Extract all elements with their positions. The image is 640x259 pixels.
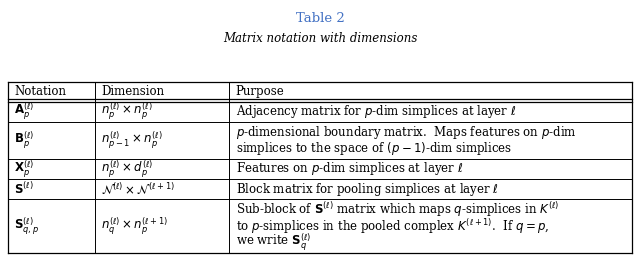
Text: Sub-block of $\mathbf{S}^{(\ell)}$ matrix which maps $q$-simplices in $K^{(\ell): Sub-block of $\mathbf{S}^{(\ell)}$ matri… [236, 200, 559, 219]
Text: $n_q^{(\ell)} \times n_p^{(\ell+1)}$: $n_q^{(\ell)} \times n_p^{(\ell+1)}$ [101, 215, 168, 237]
Text: $n_p^{(\ell)} \times d_p^{(\ell)}$: $n_p^{(\ell)} \times d_p^{(\ell)}$ [101, 158, 154, 180]
Text: Features on $p$-dim simplices at layer $\ell$: Features on $p$-dim simplices at layer $… [236, 161, 463, 177]
Text: to $p$-simplices in the pooled complex $K^{(\ell+1)}$.  If $q = p$,: to $p$-simplices in the pooled complex $… [236, 217, 548, 236]
Text: we write $\mathbf{S}_q^{(\ell)}$: we write $\mathbf{S}_q^{(\ell)}$ [236, 232, 311, 253]
Text: $n_p^{(\ell)} \times n_p^{(\ell)}$: $n_p^{(\ell)} \times n_p^{(\ell)}$ [101, 101, 153, 123]
Text: Adjacency matrix for $p$-dim simplices at layer $\ell$: Adjacency matrix for $p$-dim simplices a… [236, 103, 516, 120]
Text: $\mathbf{S}_{q,p}^{(\ell)}$: $\mathbf{S}_{q,p}^{(\ell)}$ [14, 215, 39, 237]
Text: $\mathbf{S}^{(\ell)}$: $\mathbf{S}^{(\ell)}$ [14, 181, 34, 197]
Text: $\mathbf{X}_p^{(\ell)}$: $\mathbf{X}_p^{(\ell)}$ [14, 158, 35, 180]
Text: simplices to the space of $(p-1)$-dim simplices: simplices to the space of $(p-1)$-dim si… [236, 140, 512, 157]
Text: $\mathcal{N}^{(\ell)} \times \mathcal{N}^{(\ell+1)}$: $\mathcal{N}^{(\ell)} \times \mathcal{N}… [101, 182, 175, 197]
Text: Matrix notation with dimensions: Matrix notation with dimensions [223, 32, 417, 45]
Text: Notation: Notation [14, 85, 66, 98]
Text: Table 2: Table 2 [296, 12, 344, 25]
Text: $p$-dimensional boundary matrix.  Maps features on $p$-dim: $p$-dimensional boundary matrix. Maps fe… [236, 124, 577, 141]
Text: Block matrix for pooling simplices at layer $\ell$: Block matrix for pooling simplices at la… [236, 181, 499, 198]
Text: Dimension: Dimension [101, 85, 164, 98]
Text: $\mathbf{A}_p^{(\ell)}$: $\mathbf{A}_p^{(\ell)}$ [14, 101, 35, 123]
Text: Purpose: Purpose [236, 85, 284, 98]
Text: $\mathbf{B}_p^{(\ell)}$: $\mathbf{B}_p^{(\ell)}$ [14, 130, 35, 151]
Text: $n_{p-1}^{(\ell)} \times n_p^{(\ell)}$: $n_{p-1}^{(\ell)} \times n_p^{(\ell)}$ [101, 130, 163, 151]
